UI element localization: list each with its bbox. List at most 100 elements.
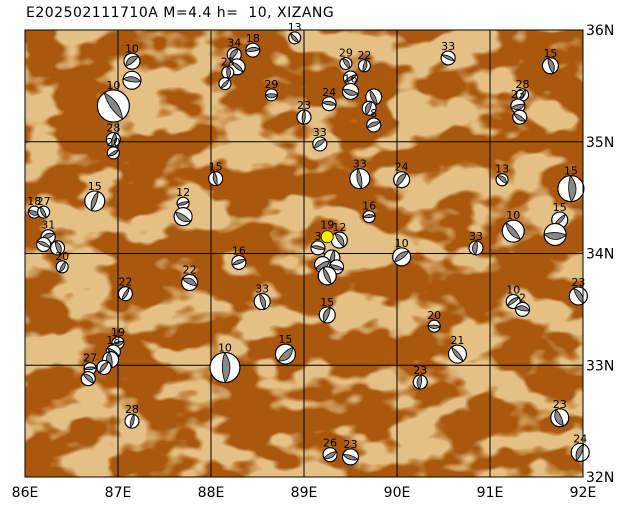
mechanism-depth-label: 27 (37, 195, 51, 208)
mechanism-outline (427, 319, 441, 333)
mechanism-depth-label: 20 (106, 136, 120, 149)
mechanism-outline (412, 374, 428, 390)
focal-mechanism (122, 70, 142, 90)
mechanism-outline (96, 359, 112, 375)
mechanism-depth-label: 22 (357, 49, 371, 62)
focal-mechanism: 10 (505, 284, 521, 310)
mechanism-outline (36, 237, 52, 253)
mechanism-outline (37, 205, 51, 219)
mechanism-depth-label: 33 (469, 230, 483, 243)
mechanism-outline (264, 88, 278, 102)
focal-mechanism: 23 (221, 55, 235, 80)
region-text: XIZANG (277, 5, 335, 21)
mechanism-depth-label: 15 (88, 180, 102, 193)
depth-text: h= 10, (216, 5, 278, 21)
lat-tick-label: 32N (586, 470, 614, 486)
mechanism-outline (173, 207, 193, 227)
mechanism-outline (310, 240, 326, 256)
mechanism-outline (84, 190, 106, 212)
mechanism-outline (274, 343, 296, 365)
focal-mechanism (361, 100, 377, 116)
mechanism-depth-label: 33 (353, 158, 367, 171)
mechanism-depth-label: 22 (118, 276, 132, 289)
focal-mechanism: 23 (510, 88, 526, 114)
mechanism-depth-label: 23 (221, 55, 235, 68)
mechanism-depth-label: 3 (314, 230, 321, 243)
focal-mechanism: 29 (264, 78, 278, 102)
mechanism-depth-label: 23 (553, 398, 567, 411)
mechanism-depth-label: 18 (27, 195, 41, 208)
focal-mechanism: 22 (181, 264, 199, 292)
mechanism-depth-label: 34 (227, 37, 241, 50)
focal-mechanism (36, 237, 52, 253)
mechanism-outline (357, 59, 371, 73)
mechanism-outline (339, 57, 353, 71)
focal-mechanism (512, 109, 528, 125)
focal-mechanism: 33 (349, 158, 371, 190)
mechanism-depth-label: 12 (176, 186, 190, 199)
focal-mechanism: 16 (362, 200, 376, 224)
mechanism-outline (218, 77, 232, 91)
lat-tick-label: 34N (586, 247, 614, 263)
mechanism-outline (568, 286, 588, 306)
focal-mechanism: 20 (55, 250, 69, 274)
mechanism-outline (318, 306, 336, 324)
focal-mechanism: 27 (37, 195, 51, 219)
lon-tick-label: 88E (198, 485, 225, 501)
mechanism-outline (123, 52, 141, 70)
mechanism-outline (570, 442, 590, 462)
mechanism-depth-label: 16 (344, 72, 358, 85)
map-title: E202502111710A M=4.4 h= 10, XIZANG (26, 5, 334, 21)
focal-mechanism: 18 (27, 195, 41, 219)
mechanism-depth-label: 10 (125, 42, 139, 55)
focal-mechanism: 12 (330, 221, 348, 249)
mechanism-outline (296, 109, 312, 125)
lon-tick-label: 86E (12, 485, 39, 501)
mechanism-outline (96, 89, 130, 123)
mechanism-outline (317, 266, 337, 286)
mechanism-outline (468, 240, 484, 256)
mechanism-depth-label: 23 (344, 438, 358, 451)
mechanism-depth-label: 33 (313, 126, 327, 139)
focal-mechanism: 15 (208, 161, 224, 187)
mechanism-depth-label: 24 (395, 161, 409, 174)
focal-mechanism (96, 359, 112, 375)
mechanism-depth-label: 31 (41, 219, 55, 232)
lon-tick-label: 87E (105, 485, 132, 501)
magnitude-text: M=4.4 (163, 5, 212, 21)
mechanism-outline (512, 109, 528, 125)
mechanism-depth-label: 15 (543, 47, 557, 60)
mechanism-depth-label: 33 (255, 283, 269, 296)
focal-mechanism: 20 (106, 136, 120, 160)
mechanism-outline (349, 168, 371, 190)
focal-mechanism: 29 (339, 47, 353, 71)
focal-mechanism: 23 (550, 398, 570, 428)
focal-mechanism: 27 (83, 352, 97, 376)
focal-mechanism: 24 (570, 432, 590, 462)
focal-mechanism: 16 (231, 244, 247, 270)
lon-tick-label: 89E (291, 485, 318, 501)
mechanism-depth-label: 19 (111, 326, 125, 339)
focal-mechanism: 23 (296, 99, 312, 126)
focal-mechanism: 34 (226, 37, 242, 63)
map-frame (24, 29, 584, 478)
mechanism-outline (312, 136, 328, 152)
focal-mechanism: 18 (245, 32, 261, 58)
focal-mechanism (50, 240, 66, 256)
mechanism-outline (106, 146, 120, 160)
mechanism-outline (245, 42, 261, 58)
mechanism-depth-label: 23 (511, 88, 525, 101)
mechanism-outline (557, 175, 585, 203)
mechanism-outline (541, 57, 559, 75)
focal-mechanism: 28 (124, 403, 140, 429)
mechanism-outline (208, 171, 224, 187)
mechanism-depth-label: 29 (339, 47, 353, 60)
mechanism-depth-label: 10 (218, 341, 232, 354)
mechanism-outline (342, 448, 359, 466)
mechanism-depth-label: 24 (573, 432, 587, 445)
mechanism-outline (181, 274, 199, 292)
focal-mechanism: 10 (209, 341, 241, 384)
mechanism-depth-label: 2 (519, 291, 526, 304)
mechanism-depth-label: 23 (297, 99, 311, 112)
